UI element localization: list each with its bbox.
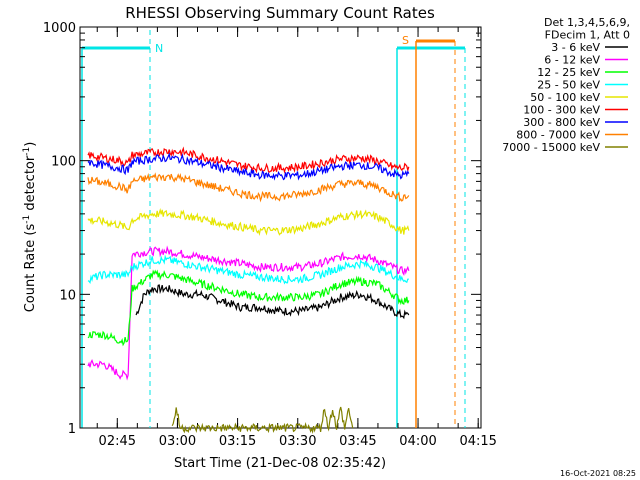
y-axis-label-exp: -1 [22,147,32,156]
legend-entry-label: 6 - 12 keV [544,54,600,67]
y-tick-label: 1 [68,422,76,437]
x-tick-label: 03:30 [279,434,316,449]
series-line [135,284,410,320]
legend-entry-label: 3 - 6 keV [551,41,600,54]
legend-entry-label: 25 - 50 keV [537,79,600,92]
legend-header: FDecim 1, Att 0 [545,29,630,42]
s-label: S [402,34,409,47]
legend-header: Det 1,3,4,5,6,9, [544,16,630,29]
y-axis-label-part: detector [23,155,38,215]
y-axis-label: Count Rate (s-1 detector-1) [22,142,38,313]
x-tick-label: 02:45 [99,434,136,449]
n-label: N [155,42,163,55]
series-line [87,172,410,203]
legend-entry-label: 50 - 100 keV [530,91,600,104]
y-tick-label: 10 [59,288,76,303]
series-line [171,406,354,435]
legend-entry-label: 300 - 800 keV [523,116,600,129]
axis-ticks: 1 10 100 1000 02:45 03:00 03:15 03:30 03:45 04:00… [43,21,497,449]
y-axis-label-part: ) [23,142,38,147]
series-line [87,152,410,181]
series-line [87,269,410,347]
y-axis-label-part: Count Rate (s [23,224,38,313]
y-tick-label: 100 [51,155,76,170]
series-line [87,146,410,174]
chart-title: RHESSI Observing Summary Count Rates [125,4,435,22]
y-axis-label-exp: -1 [22,215,32,224]
x-tick-label: 04:15 [459,434,496,449]
series-line [87,245,410,381]
x-tick-label: 04:00 [399,434,436,449]
x-tick-label: 03:00 [159,434,196,449]
y-tick-label: 1000 [43,21,76,36]
footer-timestamp: 16-Oct-2021 08:25 [560,469,636,478]
legend-entry-label: 100 - 300 keV [523,104,600,117]
x-tick-label: 03:45 [339,434,376,449]
plot-frame [79,26,482,429]
series-group [87,146,410,435]
x-axis-label: Start Time (21-Dec-08 02:35:42) [174,456,386,471]
series-line [87,208,410,236]
series-line [87,254,409,285]
legend: Det 1,3,4,5,6,9,FDecim 1, Att 03 - 6 keV… [502,16,630,154]
x-tick-label: 03:15 [219,434,256,449]
legend-entry-label: 800 - 7000 keV [516,129,600,142]
legend-entry-label: 12 - 25 keV [537,66,600,79]
legend-entry-label: 7000 - 15000 keV [502,141,600,154]
